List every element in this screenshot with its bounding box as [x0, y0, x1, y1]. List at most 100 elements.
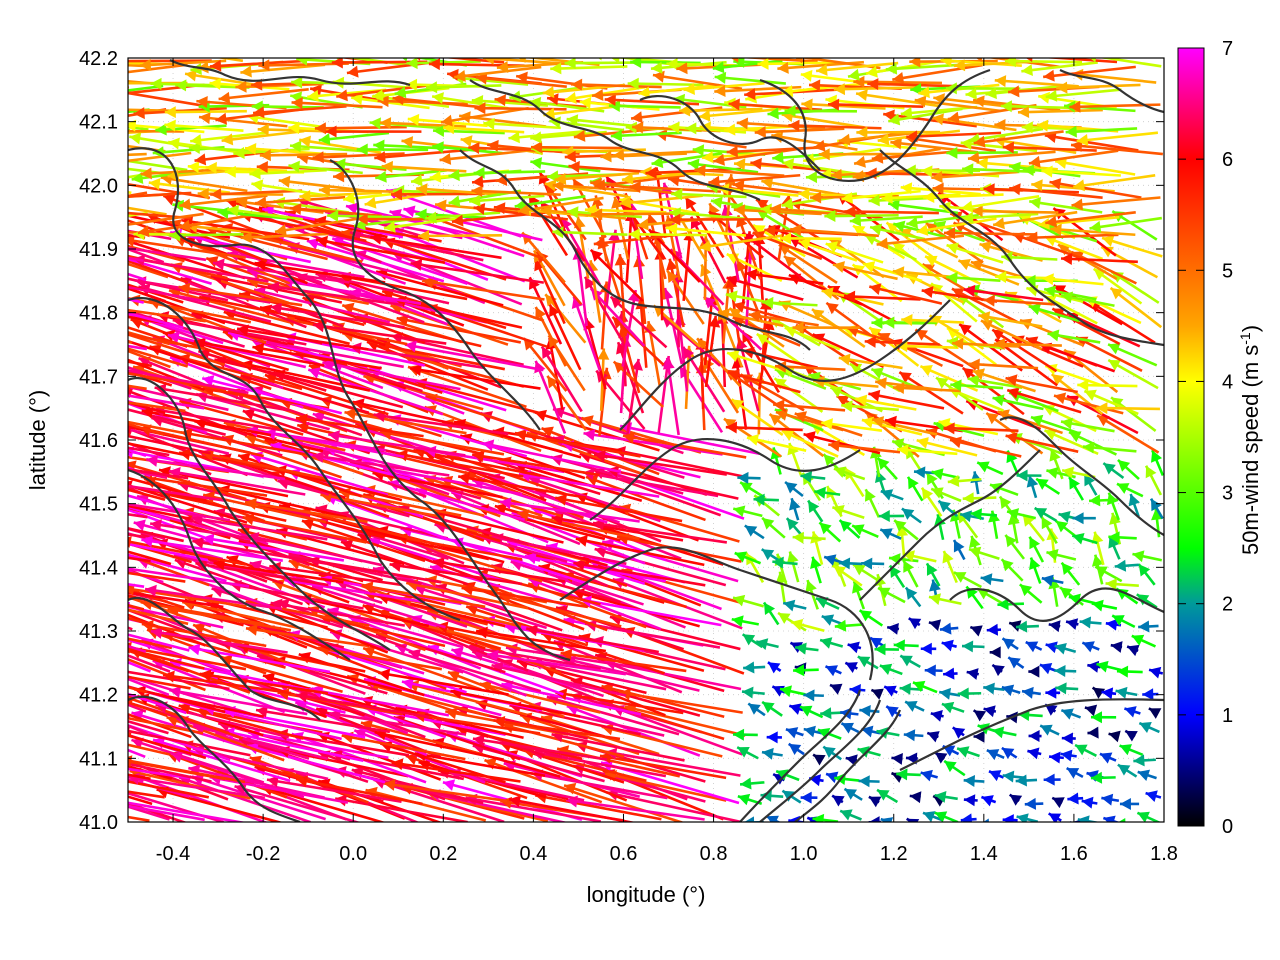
wind-arrow-head	[115, 598, 127, 609]
wind-arrow-head	[908, 476, 919, 490]
wind-arrow-head	[579, 96, 592, 109]
wind-arrow-shaft	[295, 777, 423, 806]
wind-arrow-shaft	[382, 467, 523, 496]
wind-arrow-shaft	[971, 209, 1059, 214]
wind-arrow-shaft	[392, 96, 485, 109]
wind-arrow-head	[855, 394, 868, 407]
wind-arrow-head	[1108, 343, 1121, 355]
wind-arrow-shaft	[128, 434, 211, 455]
wind-arrow-head	[79, 473, 91, 485]
wind-arrow-shaft	[278, 179, 365, 192]
wind-arrow-head	[1062, 466, 1075, 479]
wind-arrow-shaft	[128, 462, 247, 501]
wind-arrow-head	[269, 561, 282, 574]
wind-arrow-head	[237, 324, 249, 337]
wind-arrow-head	[627, 77, 639, 90]
wind-arrow-shaft	[128, 287, 166, 303]
wind-arrow-shaft	[708, 173, 801, 184]
wind-arrow-head	[410, 364, 422, 376]
wind-arrow-head	[1005, 432, 1018, 444]
wind-arrow-head	[847, 68, 860, 81]
wind-arrow-head	[1039, 662, 1053, 675]
wind-arrow-shaft	[128, 446, 170, 457]
wind-arrow-head	[744, 816, 755, 822]
wind-arrow-shaft	[222, 729, 364, 762]
wind-arrow-shaft	[149, 345, 272, 391]
wind-arrow-head	[47, 344, 59, 355]
wind-arrow-head	[963, 284, 976, 297]
wind-arrow-head	[288, 122, 300, 135]
wind-arrow-head	[826, 771, 839, 784]
wind-arrow-shaft	[152, 738, 291, 783]
wind-arrow-head	[666, 222, 678, 235]
wind-arrow-head	[936, 377, 949, 389]
wind-arrow-shaft	[312, 454, 450, 477]
wind-arrow-head	[893, 220, 906, 233]
wind-arrow-head	[374, 151, 386, 164]
wind-arrow-head	[729, 308, 742, 320]
wind-arrow-head	[32, 501, 44, 513]
wind-arrow-shaft	[481, 441, 622, 474]
wind-arrow-head	[1015, 774, 1027, 787]
colorbar-label: 50m-wind speed (m s-1)	[1237, 325, 1263, 555]
wind-arrow-head	[128, 670, 130, 675]
wind-arrow-head	[933, 220, 947, 233]
x-tick-label: 0.4	[519, 843, 547, 865]
wind-arrow-head	[530, 131, 542, 144]
wind-arrow-head	[128, 58, 129, 68]
wind-arrow-shaft	[378, 671, 509, 696]
wind-arrow-head	[944, 760, 957, 773]
wind-arrow-shaft	[914, 98, 1001, 113]
wind-arrow-head	[728, 98, 740, 111]
wind-arrow-shaft	[128, 605, 224, 629]
wind-arrow-head	[295, 690, 308, 703]
wind-arrow-head	[1128, 494, 1140, 507]
wind-arrow-shaft	[269, 564, 403, 587]
wind-arrow-shaft	[370, 235, 502, 260]
wind-arrow-head	[786, 518, 799, 531]
wind-arrow-shaft	[728, 102, 823, 112]
wind-arrow-head	[1084, 389, 1097, 401]
wind-arrow-head	[0, 800, 6, 812]
wind-arrow-head	[628, 228, 640, 241]
wind-arrow-shaft	[1029, 200, 1103, 214]
wind-arrow-shaft	[128, 701, 168, 718]
wind-arrow-head	[1061, 291, 1074, 304]
wind-arrow-head	[24, 656, 36, 668]
wind-arrow-head	[199, 669, 212, 682]
wind-arrow-head	[454, 69, 466, 82]
wind-arrow-shaft	[128, 712, 192, 739]
wind-arrow-head	[84, 196, 96, 208]
wind-arrow-shaft	[1005, 434, 1079, 453]
wind-arrow-head	[1007, 508, 1020, 520]
wind-arrow-head	[1005, 534, 1017, 548]
wind-arrow-head	[24, 795, 36, 807]
wind-arrow-head	[1061, 732, 1073, 745]
wind-arrow-head	[1101, 687, 1114, 700]
wind-arrow-shaft	[128, 191, 192, 198]
x-tick-label: 1.0	[790, 843, 818, 865]
wind-arrow-head	[766, 731, 778, 744]
wind-arrow-shaft	[416, 187, 501, 196]
wind-arrow-shaft	[249, 168, 327, 176]
wind-arrow-head	[778, 612, 791, 624]
wind-arrow-head	[343, 192, 355, 205]
wind-arrow-head	[405, 78, 418, 91]
wind-arrow-shaft	[440, 106, 529, 124]
wind-arrow-head	[732, 594, 746, 607]
wind-arrow-shaft	[772, 403, 846, 412]
wind-arrow-shaft	[867, 82, 962, 88]
wind-arrow-shaft	[618, 254, 626, 323]
wind-arrow-head	[172, 199, 185, 212]
wind-arrow-head	[129, 132, 142, 145]
wind-arrow-head	[710, 196, 723, 209]
wind-arrow-head	[694, 164, 706, 177]
wind-arrow-head	[703, 296, 717, 309]
wind-arrow-head	[943, 667, 955, 680]
wind-arrow-head	[95, 226, 106, 238]
wind-arrow-head	[742, 634, 756, 646]
wind-arrow-head	[676, 62, 688, 75]
wind-arrow-shaft	[266, 778, 402, 803]
wind-arrow-head	[325, 125, 337, 138]
wind-arrow-head	[957, 687, 969, 700]
